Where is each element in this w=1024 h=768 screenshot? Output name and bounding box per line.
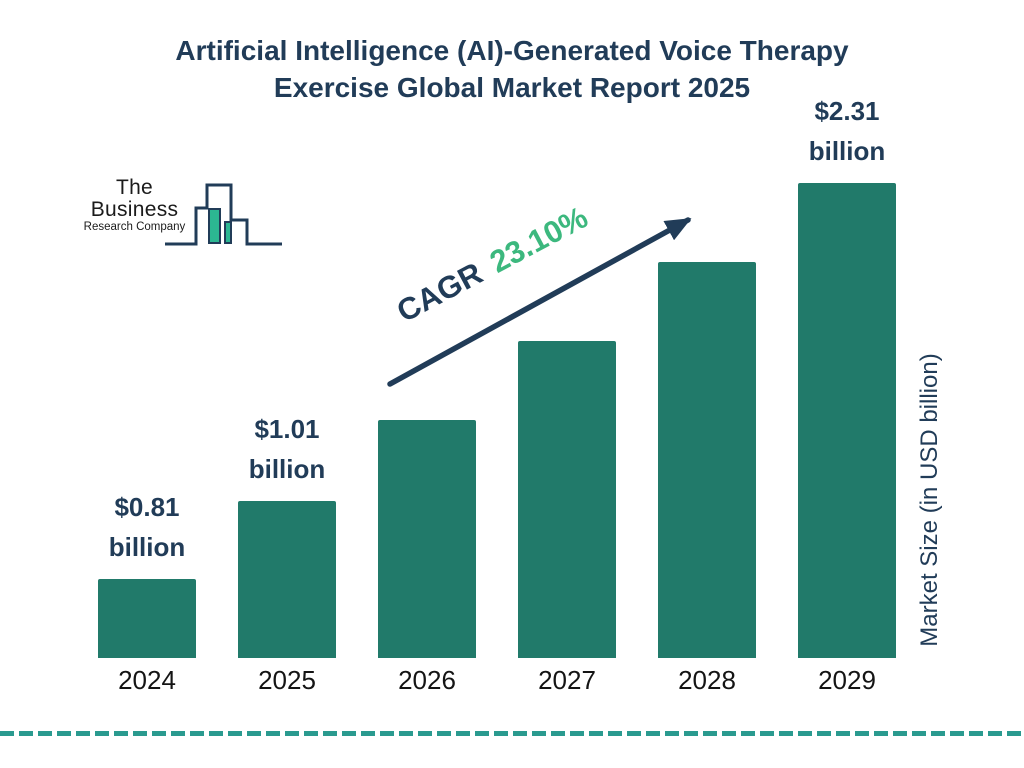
bottom-dashed-divider [0, 731, 1024, 736]
bar-2024 [98, 579, 196, 658]
bar-chart: $0.81 billion $1.01 billion $2.31 billio… [98, 0, 896, 658]
company-logo: The Business Research Company [72, 176, 292, 248]
bar-2025 [238, 501, 336, 658]
bar-2026 [378, 420, 476, 658]
company-logo-subname: Research Company [83, 221, 186, 233]
bar-group-2024: $0.81 billion [98, 0, 196, 658]
x-tick-2026: 2026 [398, 665, 456, 695]
y-axis-label: Market Size (in USD billion) [916, 353, 943, 647]
bar-group-2026 [378, 0, 476, 658]
data-label-2024: $0.81 billion [109, 487, 186, 567]
bar-2029 [798, 183, 896, 658]
bar-group-2029: $2.31 billion [798, 0, 896, 658]
data-label-2025-unit: billion [248, 454, 326, 484]
data-label-2024-value: $0.81 [114, 492, 180, 522]
bar-group-2028 [658, 0, 756, 658]
x-tick-2024: 2024 [118, 665, 176, 695]
page-title-line2: Exercise Global Market Report 2025 [273, 72, 751, 103]
bar-chart-logo-icon [165, 183, 282, 246]
bar-2028 [658, 262, 756, 658]
company-logo-name: The Business [90, 176, 179, 221]
data-label-2025-value: $1.01 [254, 414, 320, 444]
page-title: Artificial Intelligence (AI)-Generated V… [0, 32, 1024, 106]
x-tick-2025: 2025 [258, 665, 316, 695]
x-tick-2027: 2027 [538, 665, 596, 695]
company-logo-text: The Business Research Company [72, 177, 197, 234]
data-label-2029-value: $2.31 [814, 96, 880, 126]
bar-2027 [518, 341, 616, 658]
data-label-2029-unit: billion [808, 136, 886, 166]
page-title-line1: Artificial Intelligence (AI)-Generated V… [175, 35, 849, 66]
data-label-2025: $1.01 billion [249, 409, 326, 489]
data-label-2024-unit: billion [108, 532, 186, 562]
bar-group-2025: $1.01 billion [238, 0, 336, 658]
x-axis-labels: 2024 2025 2026 2027 2028 2029 [98, 665, 896, 696]
bar-group-2027 [518, 0, 616, 658]
x-tick-2029: 2029 [818, 665, 876, 695]
data-label-2029: $2.31 billion [809, 91, 886, 171]
x-tick-2028: 2028 [678, 665, 736, 695]
